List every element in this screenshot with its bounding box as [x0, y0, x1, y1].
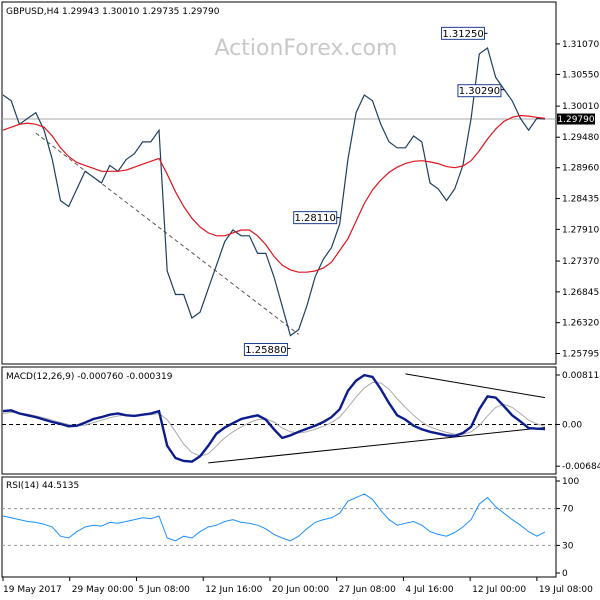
price-close-line [2, 47, 546, 337]
annotation-label: 1.25880 [245, 345, 286, 356]
price-tick-label: 1.25795 [562, 349, 599, 359]
time-tick-label: 29 May 00:00 [72, 585, 134, 595]
rsi-line [2, 493, 546, 542]
annotation-label: 1.31250 [442, 29, 483, 40]
rsi-panel-title: RSI(14) 44.5135 [6, 481, 79, 491]
price-tick-label: 1.27370 [562, 257, 599, 267]
price-trendlines [35, 132, 299, 335]
price-tick-label: 1.27910 [562, 225, 599, 235]
price-axis-ticks: 1.31070 1.30550 1.30010 1.29480 1.28960 1.284… [556, 40, 599, 359]
price-panel: ActionForex.com GBPUSD,H4 1.29943 1.3001… [1, 1, 599, 365]
price-trendline-0 [35, 132, 299, 335]
time-axis: 19 May 2017 29 May 00:00 5 Jun 08:00 12 Jun… [2, 577, 593, 595]
macd-signal-line [2, 381, 546, 457]
macd-trendline-1 [405, 373, 546, 399]
time-tick-label: 19 Jul 08:00 [539, 585, 593, 595]
current-price-tag-text: 1.29790 [557, 115, 594, 125]
macd-line [2, 373, 546, 463]
rsi-levels [2, 508, 556, 546]
time-tick-label: 12 Jul 00:00 [472, 585, 526, 595]
price-tick-label: 1.29480 [562, 133, 599, 143]
annotation-label: 1.30290 [459, 86, 500, 97]
price-annotations: 1.31250 1.30290 1.28110 1.25880 [243, 26, 504, 357]
price-moving-average-line [2, 114, 546, 273]
time-tick-label: 20 Jun 00:00 [272, 585, 329, 595]
price-panel-frame [1, 1, 557, 365]
rsi-tick-label: 30 [562, 541, 574, 551]
macd-panel-frame [1, 366, 557, 475]
price-tick-label: 1.26845 [562, 288, 599, 298]
rsi-axis-ticks: 100 70 30 0 [556, 477, 579, 579]
price-tick-label: 1.30010 [562, 102, 599, 112]
price-tick-label: 1.28435 [562, 195, 599, 205]
time-tick-label: 12 Jun 16:00 [205, 585, 262, 595]
macd-tick-label: -0.006844 [562, 462, 600, 472]
time-tick-label: 4 Jul 16:00 [405, 585, 454, 595]
rsi-tick-label: 0 [562, 569, 568, 579]
price-tick-label: 1.28960 [562, 164, 599, 174]
macd-panel: MACD(12,26,9) -0.000760 -0.000319 0.0081… [1, 366, 600, 475]
annotation-box [243, 343, 288, 357]
macd-panel-title: MACD(12,26,9) -0.000760 -0.000319 [6, 372, 173, 382]
price-tick-label: 1.30550 [562, 70, 599, 80]
time-tick-label: 27 Jun 08:00 [339, 585, 396, 595]
current-price-tag: 1.29790 [557, 113, 595, 125]
rsi-tick-label: 100 [562, 477, 579, 487]
rsi-panel-frame [1, 476, 557, 578]
macd-trendline-0 [208, 427, 546, 464]
macd-tick-label: 0.00 [562, 420, 582, 430]
rsi-tick-label: 70 [562, 505, 574, 515]
price-tick-label: 1.26320 [562, 319, 599, 329]
time-tick-label: 19 May 2017 [3, 585, 62, 595]
macd-axis-ticks: 0.008118 0.00 -0.006844 [556, 371, 600, 472]
watermark: ActionForex.com [215, 36, 398, 61]
price-panel-title: GBPUSD,H4 1.29943 1.30010 1.29735 1.2979… [6, 7, 220, 17]
current-price-tag-box [557, 113, 595, 125]
macd-trendlines [208, 373, 546, 464]
annotation-label: 1.28110 [295, 213, 336, 224]
rsi-panel: RSI(14) 44.5135 100 70 30 0 [1, 476, 579, 579]
price-tick-label: 1.31070 [562, 40, 599, 50]
macd-tick-label: 0.008118 [562, 371, 600, 381]
time-tick-label: 5 Jun 08:00 [138, 585, 190, 595]
annotation-box [457, 84, 502, 98]
